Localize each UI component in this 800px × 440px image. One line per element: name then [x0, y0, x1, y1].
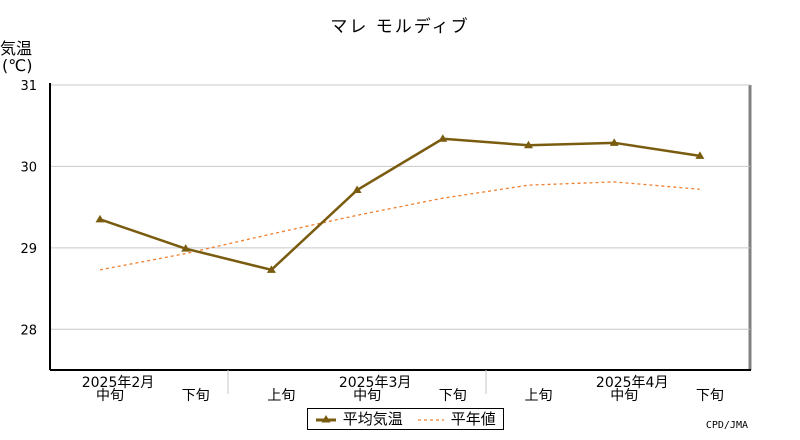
y-tick-label: 30	[20, 160, 37, 175]
y-tick-label: 31	[20, 79, 37, 94]
y-axis-title: 気温	[0, 39, 33, 58]
legend-label-normal: 平年値	[450, 410, 496, 428]
data-point-observed	[609, 138, 619, 146]
y-axis-unit: (℃)	[2, 56, 33, 75]
x-tick-label-period: 下旬	[439, 388, 467, 404]
plot-background	[50, 85, 750, 370]
legend-item-observed: 平均気温	[314, 409, 403, 429]
series-line-normal	[99, 181, 700, 271]
data-point-observed	[95, 214, 105, 223]
y-tick-label: 29	[20, 242, 37, 257]
chart-title: マレ モルディブ	[330, 17, 470, 37]
y-tick-label: 28	[20, 323, 37, 338]
legend-marker-observed	[316, 415, 336, 423]
x-tick-label-period: 上旬	[525, 388, 553, 404]
credit: CPD/JMA	[705, 420, 748, 431]
x-tick-label-period: 下旬	[696, 388, 724, 404]
x-tick-label-month: 2025年2月	[82, 375, 155, 391]
legend: 平均気温 平年値	[307, 408, 504, 430]
x-tick-label-period: 下旬	[182, 388, 210, 404]
data-point-observed	[695, 151, 705, 159]
data-point-observed	[352, 185, 362, 194]
legend-item-normal: 平年値	[416, 409, 496, 429]
legend-label-observed: 平均気温	[342, 410, 403, 428]
x-tick-label-month: 2025年4月	[596, 375, 669, 391]
x-tick-label-period: 中旬	[96, 388, 124, 404]
data-point-observed	[266, 265, 276, 273]
x-tick-label-month: 2025年3月	[339, 375, 412, 391]
data-point-observed	[524, 140, 533, 149]
data-point-observed	[438, 134, 448, 142]
x-tick-label-period: 上旬	[267, 388, 295, 404]
series-line-observed	[99, 137, 701, 272]
x-tick-label-period: 中旬	[353, 388, 381, 404]
legend-marker-normal	[418, 419, 444, 421]
y-axis-label: 気温 (℃)	[0, 40, 32, 74]
data-point-observed	[181, 244, 191, 252]
x-tick-label-period: 中旬	[610, 388, 638, 404]
